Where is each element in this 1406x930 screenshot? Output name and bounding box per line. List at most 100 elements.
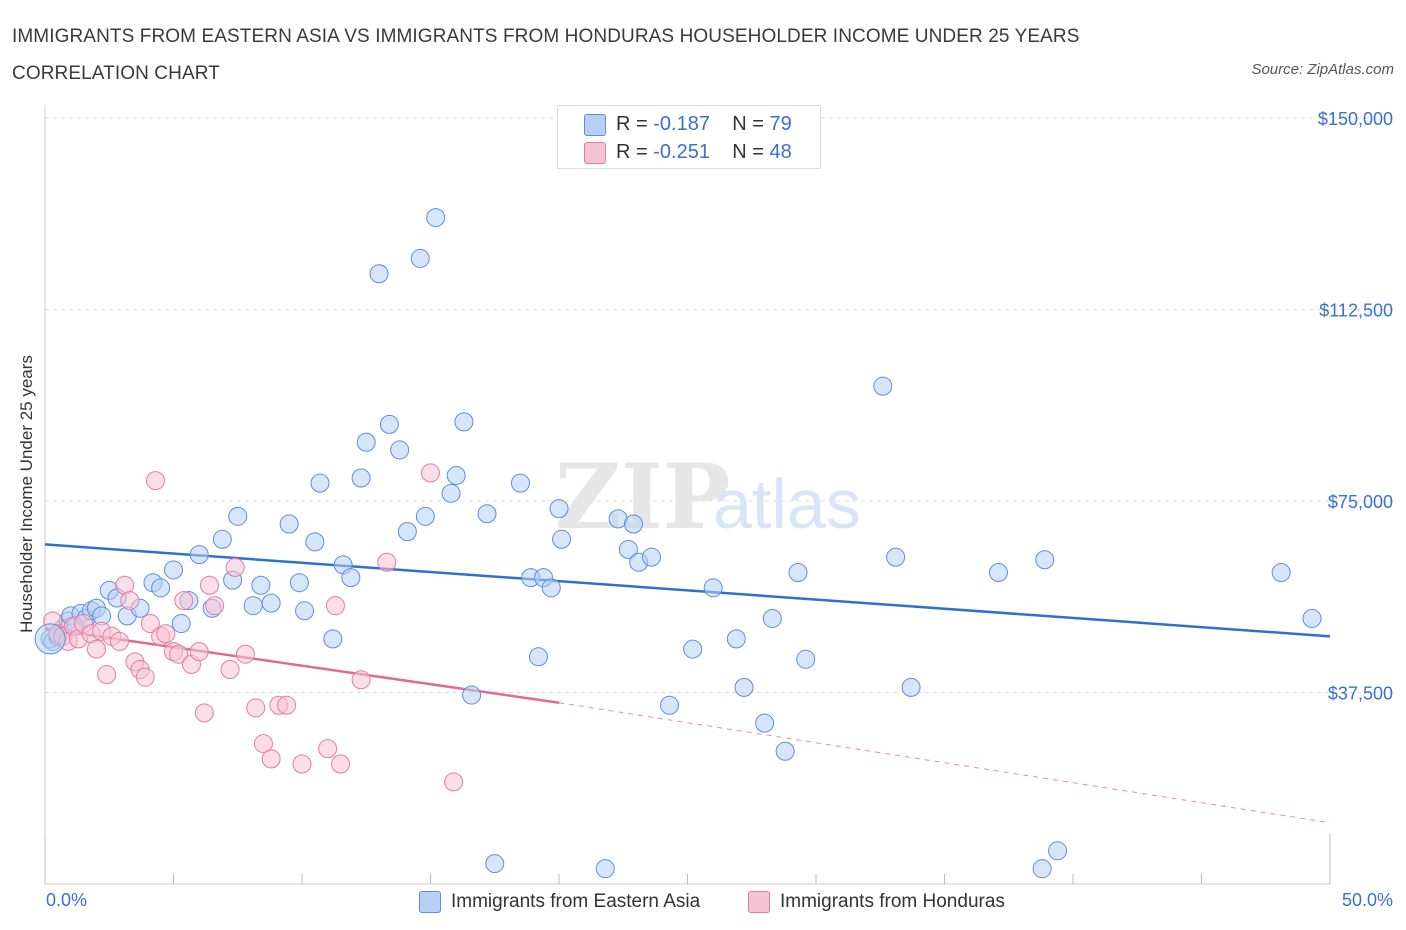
point-honduras	[225, 557, 245, 577]
legend-label-honduras: Immigrants from Honduras	[780, 891, 1005, 912]
point-honduras	[120, 591, 140, 611]
point-eastern-asia	[485, 854, 505, 874]
point-eastern-asia	[261, 593, 281, 613]
point-eastern-asia	[618, 540, 638, 560]
point-eastern-asia	[734, 677, 754, 697]
trend-line-honduras-extension	[558, 702, 1331, 824]
point-eastern-asia	[703, 578, 723, 598]
point-eastern-asia	[595, 859, 615, 879]
point-eastern-asia	[1035, 550, 1055, 570]
point-honduras	[194, 703, 214, 723]
point-eastern-asia	[762, 608, 782, 628]
point-eastern-asia	[988, 562, 1008, 582]
y-tick-label: $150,000	[1318, 109, 1393, 129]
point-honduras	[189, 642, 209, 662]
r-label: R =	[616, 113, 654, 135]
point-eastern-asia	[462, 685, 482, 705]
data-points	[34, 208, 1322, 879]
x-min-label: 0.0%	[46, 890, 88, 910]
point-honduras	[318, 739, 338, 759]
point-honduras	[110, 631, 130, 651]
point-honduras	[351, 670, 371, 690]
point-eastern-asia	[243, 596, 263, 616]
point-eastern-asia	[289, 573, 309, 593]
point-eastern-asia	[454, 412, 474, 432]
point-eastern-asia	[305, 532, 325, 552]
trend-line-eastern-asia	[44, 543, 1331, 638]
point-eastern-asia	[796, 649, 816, 669]
y-axis-label: Householder Income Under 25 years	[17, 355, 36, 633]
point-honduras	[325, 596, 345, 616]
point-eastern-asia	[356, 432, 376, 452]
point-honduras	[135, 667, 155, 687]
point-eastern-asia	[279, 514, 299, 534]
point-eastern-asia	[624, 514, 644, 534]
point-eastern-asia	[390, 440, 410, 460]
point-honduras	[220, 660, 240, 680]
point-eastern-asia	[886, 547, 906, 567]
n-label: N =	[732, 113, 770, 135]
point-eastern-asia	[660, 695, 680, 715]
point-honduras	[246, 698, 266, 718]
point-eastern-asia	[441, 483, 461, 503]
point-honduras	[156, 624, 176, 644]
point-eastern-asia	[683, 639, 703, 659]
point-honduras	[421, 463, 440, 483]
point-eastern-asia	[426, 208, 446, 228]
point-honduras	[205, 596, 225, 616]
point-eastern-asia	[552, 529, 572, 549]
point-eastern-asia	[295, 601, 315, 621]
point-honduras	[253, 734, 273, 754]
point-eastern-asia	[477, 504, 497, 524]
point-honduras	[377, 552, 397, 572]
point-honduras	[292, 754, 312, 774]
point-honduras	[169, 644, 189, 664]
point-honduras	[199, 575, 219, 595]
point-eastern-asia	[726, 629, 746, 649]
legend-swatch-blue	[584, 114, 606, 136]
point-eastern-asia	[212, 529, 232, 549]
point-honduras	[146, 471, 166, 491]
point-honduras	[331, 754, 351, 774]
r-value-pink: -0.251	[653, 141, 710, 163]
point-honduras	[235, 644, 255, 664]
legend-swatch-pink	[748, 891, 770, 913]
point-eastern-asia	[755, 713, 775, 733]
point-eastern-asia	[873, 376, 893, 396]
r-value-blue: -0.187	[653, 113, 710, 135]
x-max-label: 50.0%	[1341, 890, 1393, 910]
watermark-atlas: atlas	[713, 465, 861, 543]
point-eastern-asia	[171, 614, 191, 634]
point-eastern-asia	[310, 473, 330, 493]
point-eastern-asia	[549, 499, 569, 519]
y-tick-labels: $37,500 $75,000 $112,500 $150,000	[1318, 109, 1393, 704]
source-label: Source: ZipAtlas.com	[1251, 61, 1394, 78]
legend-swatch-pink	[584, 142, 606, 164]
point-eastern-asia	[341, 568, 361, 588]
r-label: R =	[616, 141, 654, 163]
y-tick-label: $112,500	[1319, 301, 1393, 321]
point-eastern-asia	[323, 629, 343, 649]
n-value-pink: 48	[769, 141, 792, 163]
y-tick-label: $37,500	[1328, 684, 1393, 704]
point-eastern-asia	[369, 264, 389, 284]
point-eastern-asia	[528, 647, 548, 667]
n-value-blue: 79	[769, 113, 792, 135]
series-legend: Immigrants from Eastern Asia Immigrants …	[0, 889, 1406, 915]
point-eastern-asia	[189, 545, 209, 565]
point-honduras	[97, 665, 117, 685]
legend-label-eastern-asia: Immigrants from Eastern Asia	[451, 891, 701, 912]
point-eastern-asia-cluster	[34, 623, 66, 655]
point-eastern-asia	[1048, 841, 1068, 861]
legend-swatch-blue	[419, 891, 441, 913]
point-eastern-asia	[510, 473, 530, 493]
point-eastern-asia	[397, 522, 417, 542]
point-eastern-asia	[788, 562, 808, 582]
point-eastern-asia	[541, 578, 561, 598]
n-label: N =	[732, 141, 770, 163]
watermark-zip: ZIP	[555, 444, 730, 550]
point-honduras	[86, 639, 106, 659]
chart-title: IMMIGRANTS FROM EASTERN ASIA VS IMMIGRAN…	[12, 26, 1080, 84]
point-eastern-asia	[1032, 859, 1052, 879]
